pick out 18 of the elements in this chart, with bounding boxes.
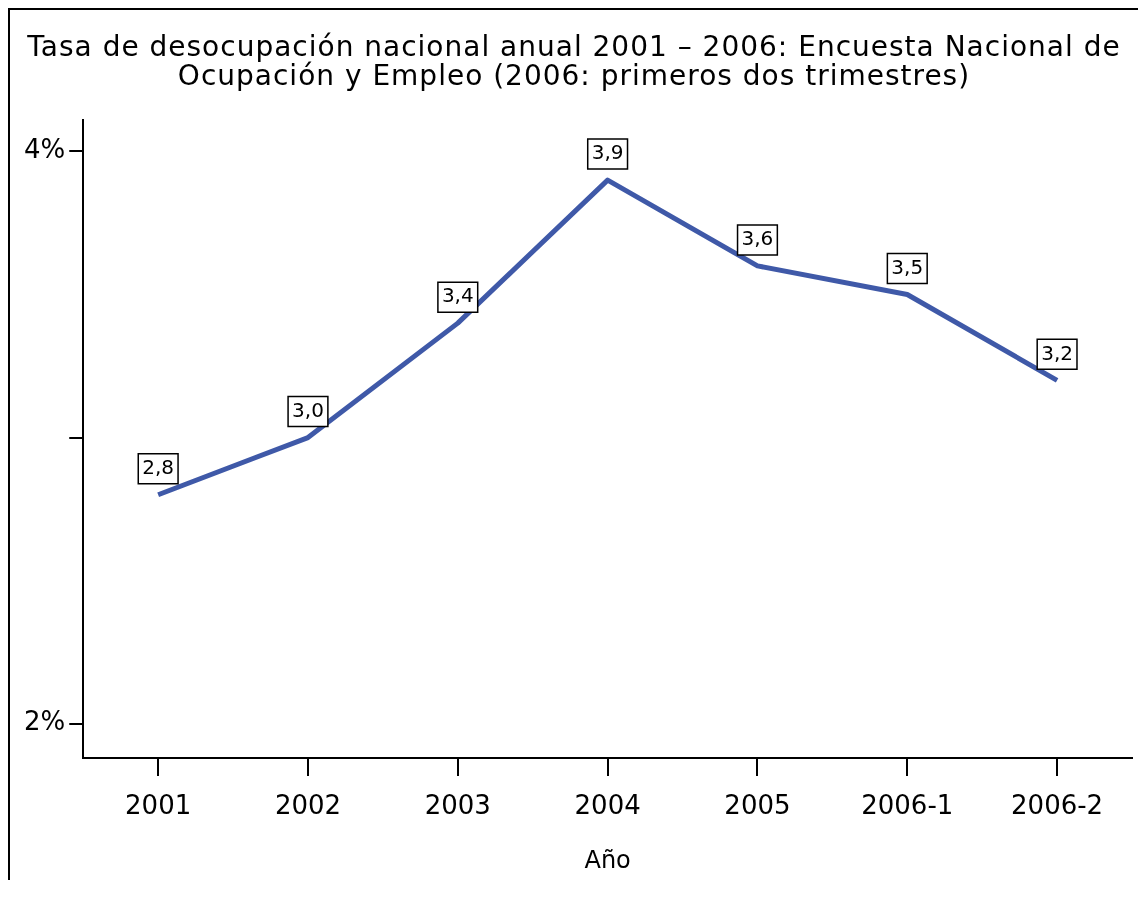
x-tick-label: 2002 <box>274 790 342 821</box>
data-label: 3,5 <box>891 254 924 279</box>
x-tick-label: 2004 <box>574 790 641 821</box>
x-tick-label: 2006-1 <box>861 790 954 821</box>
data-label: 3,6 <box>741 226 774 251</box>
x-tick-label: 2006-2 <box>1011 790 1104 821</box>
data-label: 2,8 <box>142 454 175 479</box>
data-label: 3,9 <box>591 140 624 165</box>
chart-title: Tasa de desocupación nacional anual 2001 – 2006: Encuesta Nacional de Ocupación y Empleo (2006: primeros dos trimestres) <box>26 29 1122 92</box>
x-axis-title: Año <box>584 845 631 874</box>
x-tick-label: 2003 <box>424 790 491 821</box>
y-tick-label: 2% <box>24 706 66 737</box>
x-tick-label: 2005 <box>724 790 791 821</box>
data-label: 3,0 <box>292 397 324 422</box>
x-tick-label: 2001 <box>125 790 192 821</box>
y-tick-label: 4% <box>24 134 66 165</box>
data-label: 3,4 <box>441 283 474 308</box>
data-label: 3,2 <box>1041 340 1073 365</box>
